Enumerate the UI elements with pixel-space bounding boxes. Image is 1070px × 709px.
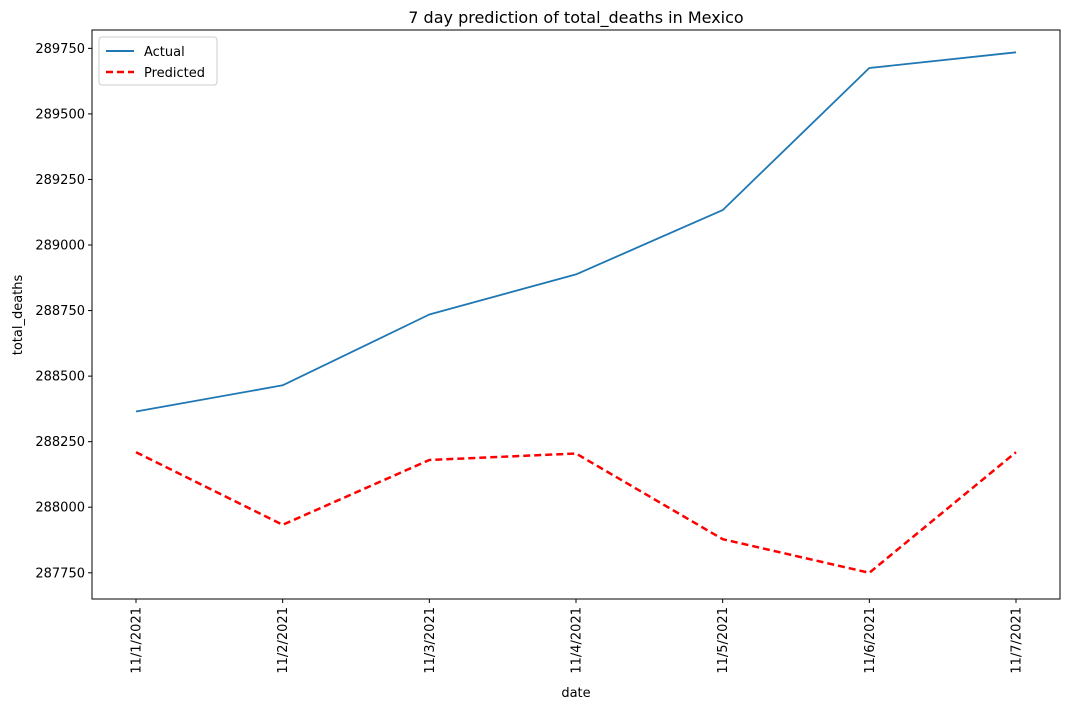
y-tick-label: 289000 xyxy=(35,239,85,254)
legend: Actual Predicted xyxy=(98,36,218,86)
y-tick-label: 287750 xyxy=(35,566,85,581)
chart-title: 7 day prediction of total_deaths in Mexi… xyxy=(408,8,743,28)
x-axis-label: date xyxy=(561,686,590,701)
y-tick-label: 288750 xyxy=(35,304,85,319)
y-tick-label: 289750 xyxy=(35,42,85,57)
x-tick-label: 11/5/2021 xyxy=(716,607,731,674)
series-layer xyxy=(135,51,1017,575)
y-tick-label: 288250 xyxy=(35,435,85,450)
y-tick-label: 288000 xyxy=(35,501,85,516)
x-tick-label: 11/4/2021 xyxy=(570,607,585,674)
plot-frame xyxy=(91,29,1061,600)
series-line-actual xyxy=(135,51,1017,413)
x-tick-label: 11/6/2021 xyxy=(863,607,878,674)
y-tick-label: 289250 xyxy=(35,173,85,188)
x-tick-label: 11/1/2021 xyxy=(130,607,145,674)
x-axis: 11/1/2021 11/2/2021 11/3/2021 11/4/2021 11/5… xyxy=(130,599,1025,674)
x-tick-label: 11/2/2021 xyxy=(276,607,291,674)
y-tick-label: 289500 xyxy=(35,107,85,122)
y-axis-label: total_deaths xyxy=(11,275,26,356)
y-axis: 287750 288000 288250 288500 288750 289000 2892… xyxy=(35,42,92,581)
y-tick-label: 288500 xyxy=(35,370,85,385)
legend-label-actual: Actual xyxy=(144,45,185,60)
x-tick-label: 11/3/2021 xyxy=(423,607,438,674)
legend-label-predicted: Predicted xyxy=(144,66,205,81)
x-tick-label: 11/7/2021 xyxy=(1010,607,1025,674)
